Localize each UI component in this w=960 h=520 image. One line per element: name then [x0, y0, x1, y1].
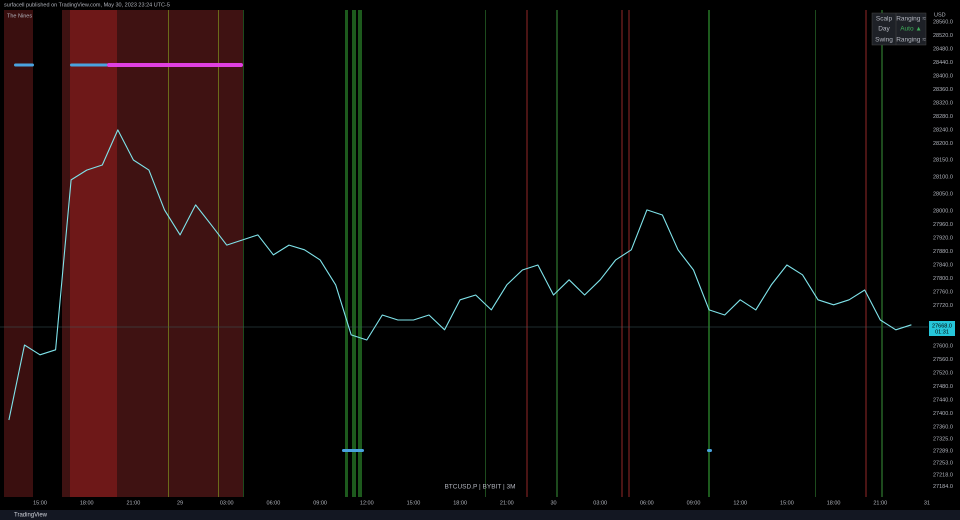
- table-cell: Ranging ≈: [896, 16, 926, 23]
- y-tick-label: 27600.0: [933, 343, 953, 349]
- y-tick-label: 27184.0: [933, 484, 953, 490]
- status-table: Scalp Ranging ≈ Day Auto ▲ Swing Ranging…: [871, 12, 927, 46]
- red-zone: [70, 10, 117, 497]
- y-tick-label: 27325.0: [933, 436, 953, 442]
- x-tick-label: 21:00: [873, 500, 887, 506]
- table-bg: [871, 12, 927, 46]
- x-tick-label: 06:00: [640, 500, 654, 506]
- y-tick-label: 28100.0: [933, 175, 953, 181]
- x-tick-label: 15:00: [780, 500, 794, 506]
- blue-band: [707, 449, 712, 452]
- y-tick-label: 27253.0: [933, 461, 953, 467]
- publisher-text: surfacell published on TradingView.com, …: [4, 2, 170, 8]
- red-line: [865, 10, 867, 497]
- y-tick-label: 28320.0: [933, 100, 953, 106]
- green-line: [345, 10, 348, 497]
- y-tick-label: 27289.0: [933, 449, 953, 455]
- x-tick-label: 06:00: [267, 500, 281, 506]
- y-tick-label: 27920.0: [933, 235, 953, 241]
- blue-band: [342, 449, 364, 452]
- x-tick-label: 18:00: [453, 500, 467, 506]
- red-zone: [4, 10, 33, 497]
- x-tick-label: 09:00: [687, 500, 701, 506]
- price-axis-bg: [928, 0, 960, 510]
- green-line: [708, 10, 710, 497]
- x-tick-label: 29: [177, 500, 183, 506]
- yellow-line: [218, 10, 219, 497]
- green-line: [485, 10, 486, 497]
- symbol-label: BTCUSD.P | BYBIT | 3M: [444, 484, 515, 491]
- y-tick-label: 27440.0: [933, 398, 953, 404]
- blue-band: [70, 63, 110, 67]
- price-tag: [929, 321, 955, 336]
- y-tick-label: 28360.0: [933, 87, 953, 93]
- red-line: [526, 10, 528, 497]
- y-tick-label: 27360.0: [933, 425, 953, 431]
- y-tick-label: 27840.0: [933, 262, 953, 268]
- footer: [0, 510, 960, 520]
- x-tick-label: 18:00: [827, 500, 841, 506]
- y-tick-label: 28200.0: [933, 141, 953, 147]
- x-tick-label: 15:00: [407, 500, 421, 506]
- indicator-backgrounds: [4, 10, 883, 497]
- green-line: [881, 10, 883, 497]
- countdown: 01:31: [935, 329, 949, 335]
- y-tick-label: 28400.0: [933, 73, 953, 79]
- x-tick-label: 31: [924, 500, 930, 506]
- table-cell: Scalp: [876, 16, 893, 23]
- red-line: [621, 10, 623, 497]
- x-tick-label: 21:00: [126, 500, 140, 506]
- blue-band: [14, 63, 34, 67]
- x-tick-label: 09:00: [313, 500, 327, 506]
- green-line: [358, 10, 362, 497]
- yellow-line: [168, 10, 169, 497]
- x-tick-label: 03:00: [593, 500, 607, 506]
- green-line: [556, 10, 558, 497]
- y-tick-label: 27800.0: [933, 276, 953, 282]
- y-tick-label: 28240.0: [933, 127, 953, 133]
- y-tick-label: 28440.0: [933, 60, 953, 66]
- y-tick-label: 27560.0: [933, 357, 953, 363]
- price-line: [8, 129, 912, 421]
- y-tick-label: 28480.0: [933, 46, 953, 52]
- y-tick-label: 27400.0: [933, 411, 953, 417]
- y-tick-label: 27720.0: [933, 303, 953, 309]
- y-tick-label: 28150.0: [933, 158, 953, 164]
- x-tick-label: 03:00: [220, 500, 234, 506]
- indicator-dots: [14, 63, 712, 452]
- y-tick-label: 27760.0: [933, 289, 953, 295]
- y-tick-label: 28280.0: [933, 114, 953, 120]
- x-tick-label: 18:00: [80, 500, 94, 506]
- x-tick-label: 21:00: [500, 500, 514, 506]
- x-tick-label: 30: [550, 500, 556, 506]
- table-cell: Swing: [875, 37, 893, 44]
- y-tick-label: 27480.0: [933, 384, 953, 390]
- y-tick-label: 28050.0: [933, 192, 953, 198]
- table-cell: Auto ▲: [900, 26, 922, 33]
- y-tick-label: 27880.0: [933, 249, 953, 255]
- x-tick-label: 12:00: [733, 500, 747, 506]
- table-cell: Ranging ≈: [896, 37, 926, 44]
- magenta-band: [107, 63, 243, 67]
- y-tick-label: 28520.0: [933, 33, 953, 39]
- price-tag-value: 27668.0: [932, 323, 952, 329]
- green-line: [243, 10, 244, 497]
- brand: TradingView: [14, 513, 48, 519]
- y-tick-label: 28560.0: [933, 19, 953, 25]
- indicator-name: The Nines: [7, 13, 32, 19]
- x-tick-label: 12:00: [360, 500, 374, 506]
- green-line: [815, 10, 816, 497]
- red-line: [628, 10, 630, 497]
- y-tick-label: 27960.0: [933, 222, 953, 228]
- green-line: [352, 10, 356, 497]
- y-tick-label: 27520.0: [933, 371, 953, 377]
- x-tick-label: 15:00: [33, 500, 47, 506]
- currency-label: USD: [934, 12, 946, 18]
- y-tick-label: 27218.0: [933, 473, 953, 479]
- y-tick-label: 28000.0: [933, 208, 953, 214]
- table-cell: Day: [878, 26, 890, 33]
